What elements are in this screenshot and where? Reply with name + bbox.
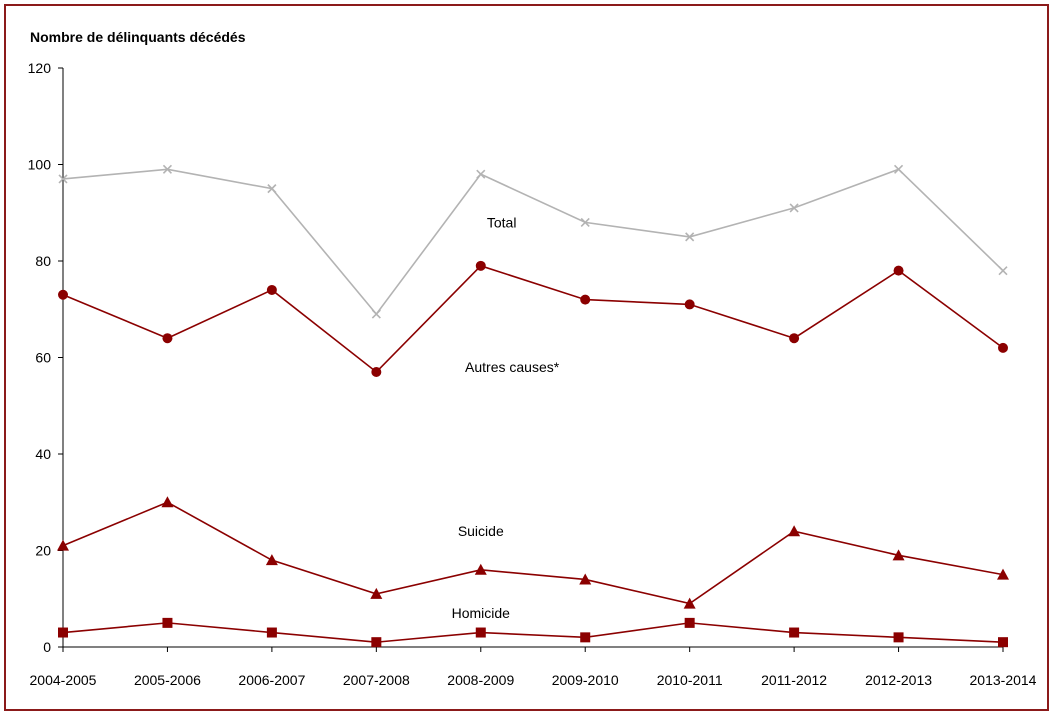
- series-line: [62, 622, 1004, 643]
- y-tick-label: 80: [35, 253, 51, 269]
- data-point-triangle: [892, 549, 905, 561]
- data-point-circle: [789, 333, 800, 344]
- data-point-x: [893, 164, 904, 174]
- data-point-square: [266, 627, 277, 638]
- axes: 0 20 40 60 80 100 120 2004-2005 2005-2006 2006-20…: [28, 60, 1037, 688]
- data-point-circle: [998, 342, 1008, 353]
- data-point-triangle: [683, 597, 696, 609]
- data-point-circle: [371, 366, 382, 377]
- data-point-triangle: [57, 539, 69, 551]
- data-point-triangle: [997, 568, 1009, 580]
- data-point-square: [58, 627, 68, 638]
- data-point-x: [998, 266, 1008, 276]
- x-tick-label: 2009-2010: [552, 672, 619, 688]
- series-label: Suicide: [458, 523, 504, 539]
- x-tick-label: 2007-2008: [343, 672, 410, 688]
- series-labels: Total Autres causes* Suicide Homicide: [452, 214, 560, 621]
- x-tick-label: 2011-2012: [761, 672, 827, 688]
- data-point-triangle: [265, 554, 278, 566]
- chart-frame: Nombre de délinquants décédés 0 20 40 60 80 1…: [4, 4, 1049, 711]
- y-tick-label: 60: [35, 350, 51, 366]
- line-chart: Nombre de délinquants décédés 0 20 40 60 80 1…: [28, 29, 1037, 688]
- data-point-circle: [475, 260, 486, 271]
- data-point-square: [580, 632, 591, 643]
- data-point-square: [998, 637, 1008, 648]
- data-point-triangle: [474, 563, 487, 575]
- data-point-circle: [266, 284, 277, 295]
- data-point-triangle: [370, 587, 383, 599]
- series-line: [62, 168, 1004, 316]
- x-tick-label: 2013-2014: [970, 672, 1037, 688]
- data-point-square: [371, 637, 382, 648]
- data-point-x: [162, 164, 173, 174]
- data-point-x: [789, 203, 799, 213]
- data-point-triangle: [579, 573, 592, 585]
- x-tick-label: 2006-2007: [238, 672, 305, 688]
- data-point-x: [685, 232, 695, 242]
- data-point-x: [371, 309, 381, 319]
- data-point-x: [476, 169, 486, 179]
- data-point-square: [475, 627, 486, 638]
- series-total: [58, 164, 1008, 319]
- series-line: [62, 501, 1004, 605]
- data-point-circle: [684, 299, 695, 310]
- x-tick-label: 2008-2009: [447, 672, 514, 688]
- y-axis-title: Nombre de délinquants décédés: [30, 29, 246, 45]
- data-point-triangle: [161, 496, 174, 508]
- series-autres-causes: [58, 260, 1008, 377]
- data-point-square: [684, 617, 695, 628]
- series-line: [62, 264, 1004, 374]
- x-tick-label: 2012-2013: [865, 672, 932, 688]
- series-layer: [57, 164, 1009, 648]
- data-point-x: [267, 184, 277, 194]
- x-tick-label: 2004-2005: [30, 672, 97, 688]
- x-tick-label: 2005-2006: [134, 672, 201, 688]
- data-point-square: [162, 617, 173, 628]
- y-tick-label: 20: [35, 543, 51, 559]
- series-label: Autres causes*: [465, 359, 560, 375]
- data-point-x: [58, 174, 68, 184]
- series-label: Total: [487, 214, 517, 230]
- data-point-x: [580, 217, 590, 227]
- y-tick-label: 120: [28, 60, 52, 76]
- data-point-circle: [58, 289, 68, 300]
- series-homicide: [58, 617, 1008, 648]
- data-point-triangle: [788, 525, 801, 537]
- y-tick-label: 40: [35, 446, 51, 462]
- series-label: Homicide: [452, 605, 511, 621]
- x-tick-label: 2010-2011: [657, 672, 723, 688]
- data-point-circle: [893, 265, 904, 276]
- data-point-square: [789, 627, 800, 638]
- data-point-circle: [580, 294, 591, 305]
- data-point-square: [893, 632, 904, 643]
- y-tick-label: 100: [28, 157, 52, 173]
- y-tick-label: 0: [43, 639, 51, 655]
- series-suicide: [57, 496, 1009, 609]
- data-point-circle: [162, 333, 173, 344]
